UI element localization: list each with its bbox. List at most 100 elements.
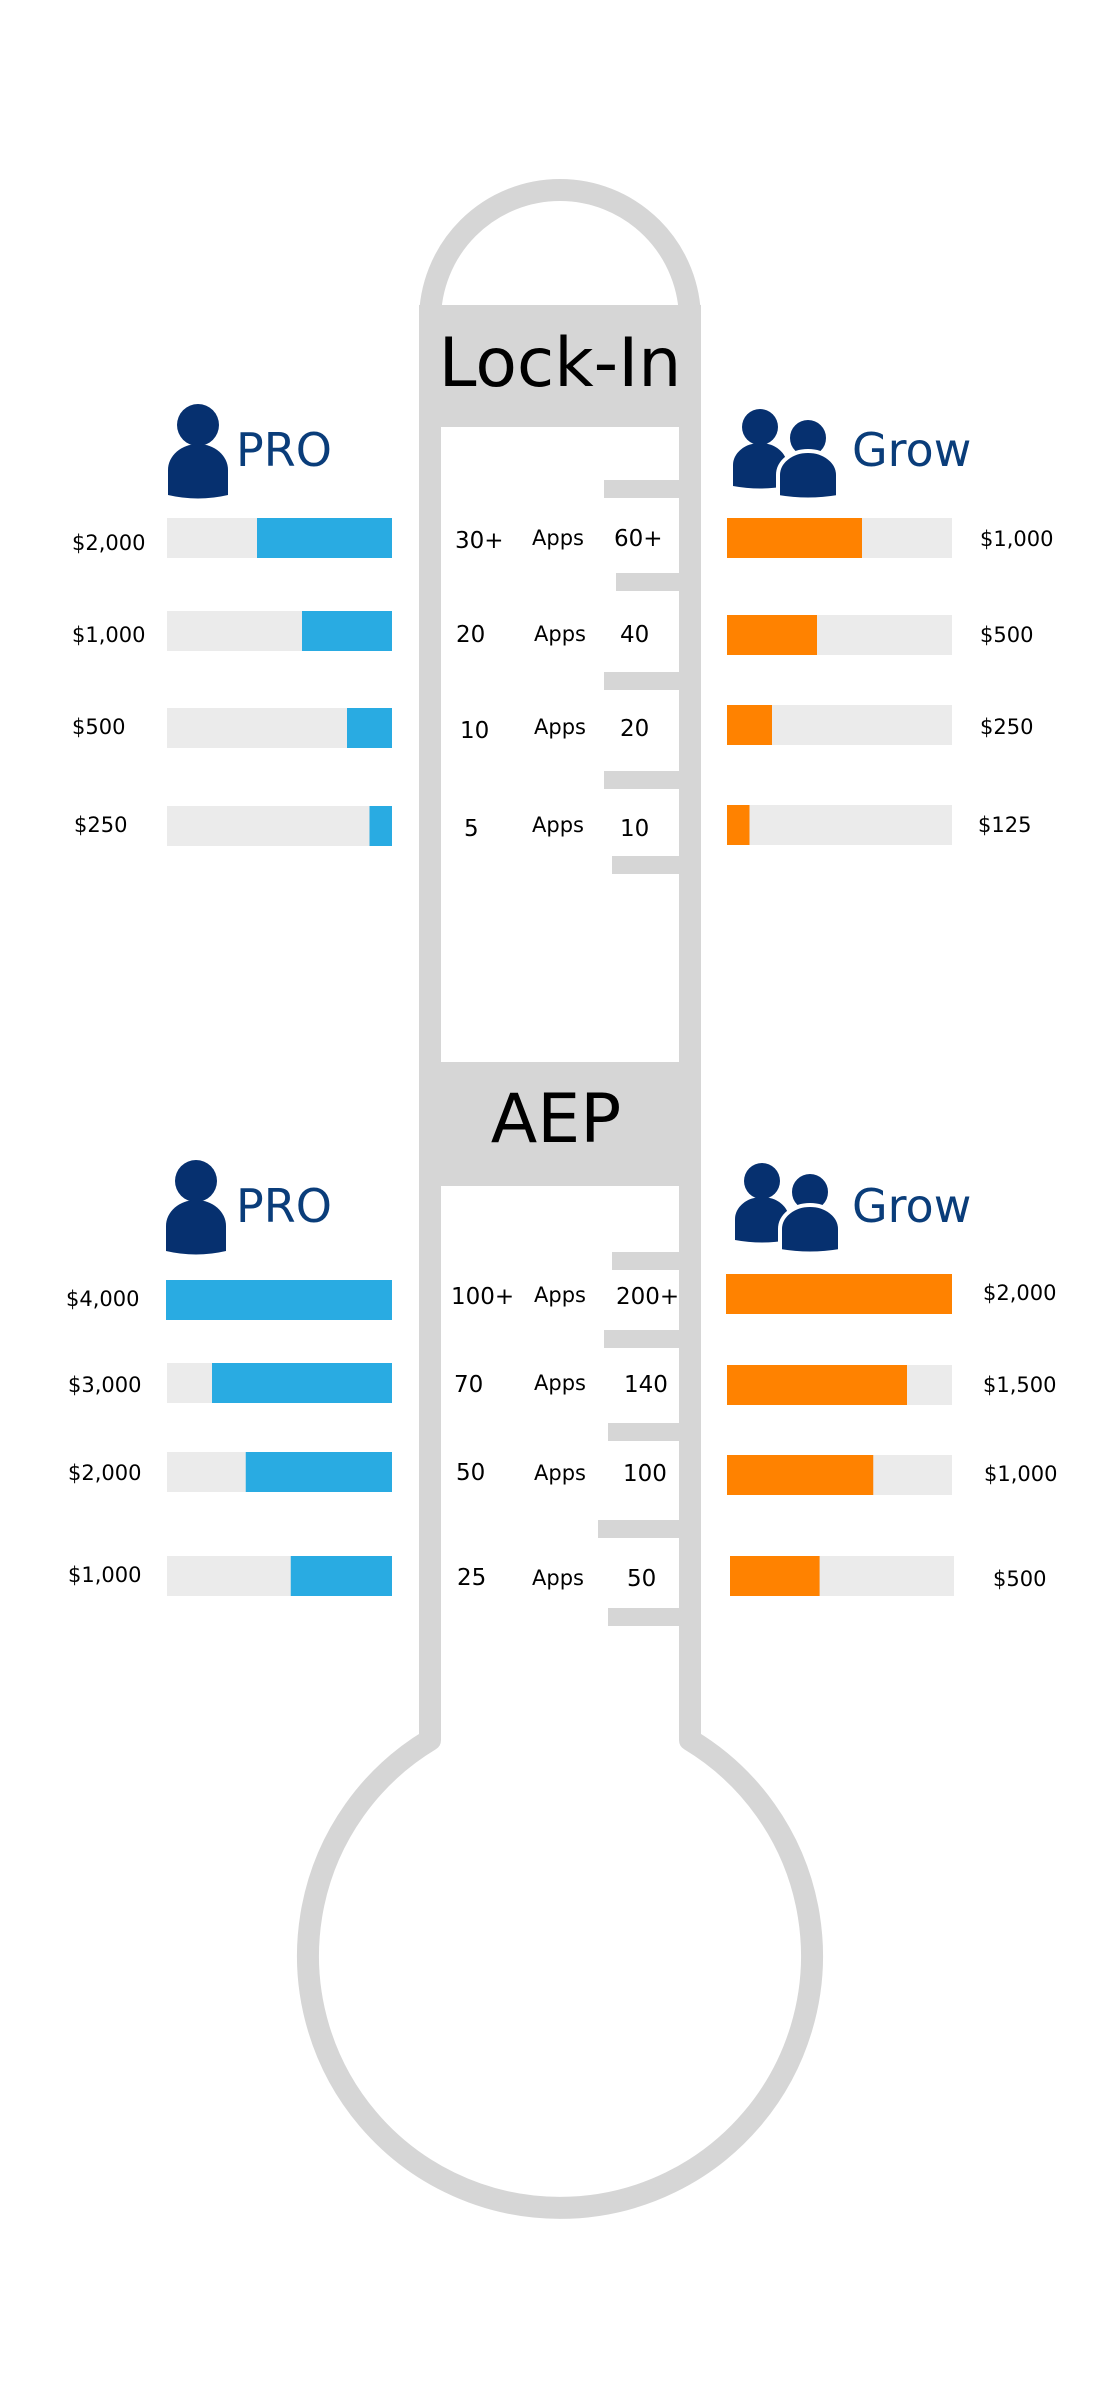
lock-in-pro-row: $2,000 30+ bbox=[72, 518, 504, 558]
aep-grow-icon bbox=[735, 1163, 842, 1256]
lock-in-pro-price: $250 bbox=[74, 813, 127, 837]
aep-pro-apps: 100+ bbox=[451, 1284, 514, 1310]
aep-pro-bar bbox=[166, 1280, 392, 1320]
lock-in-grow-apps: 20 bbox=[620, 716, 649, 742]
aep-pro-row: $4,000 100+ bbox=[66, 1280, 514, 1320]
aep-grow-row: 200+ $2,000 bbox=[616, 1274, 1056, 1314]
aep-grow-label: Grow bbox=[852, 1179, 971, 1233]
aep-grow-bar bbox=[727, 1365, 907, 1405]
lock-in-pro-track bbox=[167, 806, 392, 846]
aep-grow-apps: 140 bbox=[624, 1372, 668, 1398]
aep-pro-apps: 25 bbox=[457, 1565, 486, 1591]
lock-in-pro-price: $500 bbox=[72, 715, 125, 739]
lock-in-apps-words: Apps Apps Apps Apps bbox=[532, 526, 586, 837]
lock-in-pro-row: $1,000 20 bbox=[72, 611, 485, 651]
aep-grow-apps: 100 bbox=[623, 1461, 667, 1487]
scale-tick bbox=[604, 771, 690, 789]
aep-pro-row: $1,000 25 bbox=[68, 1556, 486, 1596]
aep-pro-bar bbox=[212, 1363, 392, 1403]
lock-in-pro-label: PRO bbox=[236, 423, 332, 477]
lock-in-grow-apps: 10 bbox=[620, 816, 649, 842]
lock-in-pro-apps: 10 bbox=[460, 718, 489, 744]
apps-word: Apps bbox=[534, 715, 586, 739]
lock-in-pro-apps: 30+ bbox=[455, 528, 504, 554]
aep-grow-price: $1,500 bbox=[983, 1373, 1056, 1397]
aep-grow-price: $2,000 bbox=[983, 1281, 1056, 1305]
lock-in-grow-row: 20 $250 bbox=[620, 705, 1033, 745]
two-users-icon-front bbox=[778, 1203, 842, 1256]
single-user-icon-body bbox=[166, 1200, 226, 1255]
lock-in-grow-price: $125 bbox=[978, 813, 1031, 837]
lock-in-grow-apps: 60+ bbox=[614, 526, 663, 552]
aep-pro-apps: 70 bbox=[454, 1372, 483, 1398]
lock-in-grow-apps: 40 bbox=[620, 622, 649, 648]
aep-pro-price: $4,000 bbox=[66, 1287, 139, 1311]
lock-in-title: Lock-In bbox=[439, 324, 682, 403]
lock-in-grow-icon bbox=[733, 409, 840, 502]
lock-in-grow-bars: 60+ $1,000 40 $500 20 $250 10 $125 bbox=[614, 518, 1053, 845]
scale-tick bbox=[604, 1330, 690, 1348]
apps-word: Apps bbox=[534, 1283, 586, 1307]
scale-tick bbox=[612, 856, 690, 874]
aep-title-band bbox=[419, 1062, 701, 1186]
scale-ticks bbox=[598, 480, 690, 1626]
aep-pro-label: PRO bbox=[236, 1179, 332, 1233]
aep-pro-icon bbox=[166, 1160, 226, 1255]
two-users-icon bbox=[742, 409, 778, 445]
single-user-icon-body bbox=[168, 444, 228, 499]
lock-in-grow-bar bbox=[727, 805, 750, 845]
scale-tick bbox=[598, 1520, 690, 1538]
two-users-icon bbox=[744, 1163, 780, 1199]
lock-in-grow-bar bbox=[727, 705, 772, 745]
lock-in-pro-bar bbox=[302, 611, 392, 651]
aep-pro-row: $3,000 70 bbox=[68, 1363, 483, 1403]
aep-grow-bars: 200+ $2,000 140 $1,500 100 $1,000 50 $50… bbox=[616, 1274, 1057, 1596]
aep-grow-row: 50 $500 bbox=[627, 1556, 1046, 1596]
aep-pro-apps: 50 bbox=[456, 1460, 485, 1486]
apps-word: Apps bbox=[532, 813, 584, 837]
lock-in-title-band bbox=[419, 305, 701, 427]
apps-word: Apps bbox=[534, 622, 586, 646]
lock-in-grow-row: 10 $125 bbox=[620, 805, 1031, 845]
aep-pro-bar bbox=[290, 1556, 392, 1596]
single-user-icon bbox=[175, 1160, 217, 1202]
aep-pro-bar bbox=[245, 1452, 392, 1492]
lock-in-pro-apps: 5 bbox=[464, 816, 479, 842]
aep-grow-apps: 50 bbox=[627, 1566, 656, 1592]
lock-in-pro-row: $500 10 bbox=[72, 708, 489, 748]
apps-word: Apps bbox=[534, 1371, 586, 1395]
lock-in-grow-track bbox=[727, 805, 952, 845]
scale-tick bbox=[612, 1252, 690, 1270]
aep-grow-price: $1,000 bbox=[984, 1462, 1057, 1486]
apps-word: Apps bbox=[534, 1461, 586, 1485]
lock-in-pro-icon bbox=[168, 404, 228, 499]
aep-grow-bar bbox=[726, 1274, 952, 1314]
scale-tick bbox=[616, 573, 690, 591]
two-users-icon-back bbox=[733, 443, 787, 489]
lock-in-grow-price: $250 bbox=[980, 715, 1033, 739]
aep-title: AEP bbox=[491, 1080, 622, 1159]
lock-in-pro-price: $1,000 bbox=[72, 623, 145, 647]
lock-in-pro-bar bbox=[369, 806, 392, 846]
lock-in-pro-bars: $2,000 30+ $1,000 20 $500 10 $250 5 bbox=[72, 518, 504, 846]
aep-pro-price: $1,000 bbox=[68, 1563, 141, 1587]
lock-in-grow-label: Grow bbox=[852, 423, 971, 477]
lock-in-pro-bar bbox=[257, 518, 392, 558]
aep-pro-price: $3,000 bbox=[68, 1373, 141, 1397]
lock-in-pro-row: $250 5 bbox=[74, 806, 479, 846]
aep-apps-words: Apps Apps Apps Apps bbox=[532, 1283, 586, 1590]
apps-word: Apps bbox=[532, 1566, 584, 1590]
aep-pro-price: $2,000 bbox=[68, 1461, 141, 1485]
scale-tick bbox=[608, 1423, 690, 1441]
lock-in-grow-bar bbox=[727, 518, 862, 558]
aep-pro-bars: $4,000 100+ $3,000 70 $2,000 50 $1,000 2… bbox=[66, 1280, 514, 1596]
single-user-icon bbox=[177, 404, 219, 446]
two-users-icon-back bbox=[735, 1197, 789, 1243]
thermometer-outline bbox=[297, 179, 823, 2219]
aep-grow-bar bbox=[730, 1556, 820, 1596]
aep-grow-price: $500 bbox=[993, 1567, 1046, 1591]
aep-grow-bar bbox=[727, 1455, 874, 1495]
lock-in-pro-bar bbox=[347, 708, 392, 748]
scale-tick bbox=[604, 672, 690, 690]
